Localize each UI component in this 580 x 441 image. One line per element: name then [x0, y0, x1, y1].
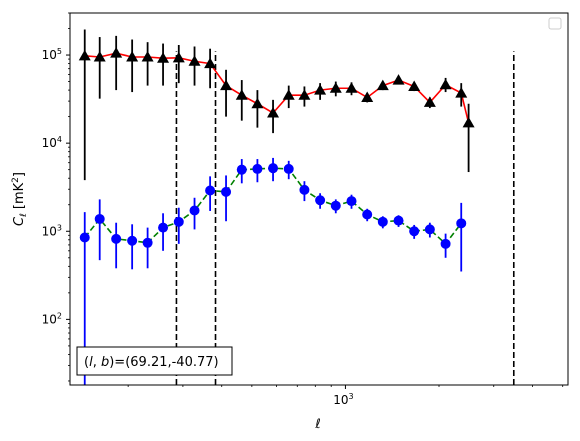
data-point-triangle — [314, 84, 327, 95]
data-point-triangle — [423, 96, 436, 107]
data-point-triangle — [408, 80, 421, 91]
data-point-circle — [221, 186, 232, 197]
y-tick-label: 102 — [42, 311, 62, 326]
data-point-circle — [158, 222, 169, 233]
data-point-circle — [142, 237, 153, 248]
data-point-circle — [456, 218, 467, 229]
data-point-circle — [173, 216, 184, 227]
data-point-circle — [79, 232, 90, 243]
data-point-circle — [393, 215, 404, 226]
y-tick-label: 104 — [42, 135, 62, 150]
data-point-triangle — [376, 79, 389, 91]
data-point-triangle — [267, 106, 280, 118]
data-point-circle — [94, 213, 105, 224]
legend — [548, 17, 562, 30]
data-point-triangle — [126, 51, 139, 62]
data-point-circle — [377, 216, 388, 227]
axis-ticks: 102 103 104 105 103 — [42, 12, 564, 407]
data-point-triangle — [235, 89, 248, 100]
markers — [78, 47, 475, 249]
data-point-triangle — [251, 97, 264, 109]
data-point-triangle — [345, 82, 358, 93]
data-point-circle — [189, 205, 200, 216]
data-point-triangle — [78, 49, 91, 61]
data-point-triangle — [361, 91, 374, 102]
y-axis-label: Cℓ [mK2] — [11, 172, 29, 226]
data-point-circle — [268, 163, 279, 174]
data-point-circle — [252, 163, 263, 174]
data-point-triangle — [298, 89, 311, 100]
data-point-triangle — [439, 78, 452, 90]
data-point-triangle — [188, 55, 201, 66]
x-tick-label: 103 — [333, 392, 353, 407]
data-point-circle — [440, 238, 451, 249]
data-point-triangle — [141, 51, 154, 62]
data-point-triangle — [110, 47, 123, 58]
data-point-circle — [205, 185, 216, 196]
x-axis-label: ℓ — [314, 417, 320, 432]
y-tick-label: 103 — [42, 223, 62, 238]
data-point-circle — [424, 224, 435, 235]
data-point-circle — [346, 196, 357, 207]
data-point-triangle — [282, 89, 295, 100]
data-point-triangle — [93, 51, 106, 62]
data-point-circle — [127, 235, 138, 246]
y-tick-label: 105 — [42, 47, 62, 62]
data-point-circle — [362, 209, 373, 220]
data-point-circle — [299, 184, 310, 195]
data-point-circle — [330, 200, 341, 211]
data-point-circle — [409, 226, 420, 237]
data-point-triangle — [157, 52, 170, 63]
data-point-triangle — [392, 74, 405, 85]
data-point-circle — [236, 164, 247, 175]
data-point-triangle — [329, 82, 342, 93]
annotation-text: (l, b)=(69.21,-40.77) — [84, 355, 219, 370]
data-point-circle — [315, 195, 326, 206]
data-point-triangle — [172, 51, 185, 63]
plot-frame — [69, 12, 569, 386]
data-point-triangle — [220, 79, 233, 91]
data-point-circle — [111, 233, 122, 244]
data-point-triangle — [455, 87, 468, 98]
annotation-box: (l, b)=(69.21,-40.77) — [76, 346, 233, 376]
data-point-circle — [283, 163, 294, 174]
data-point-triangle — [462, 116, 475, 128]
data-point-triangle — [204, 57, 217, 69]
